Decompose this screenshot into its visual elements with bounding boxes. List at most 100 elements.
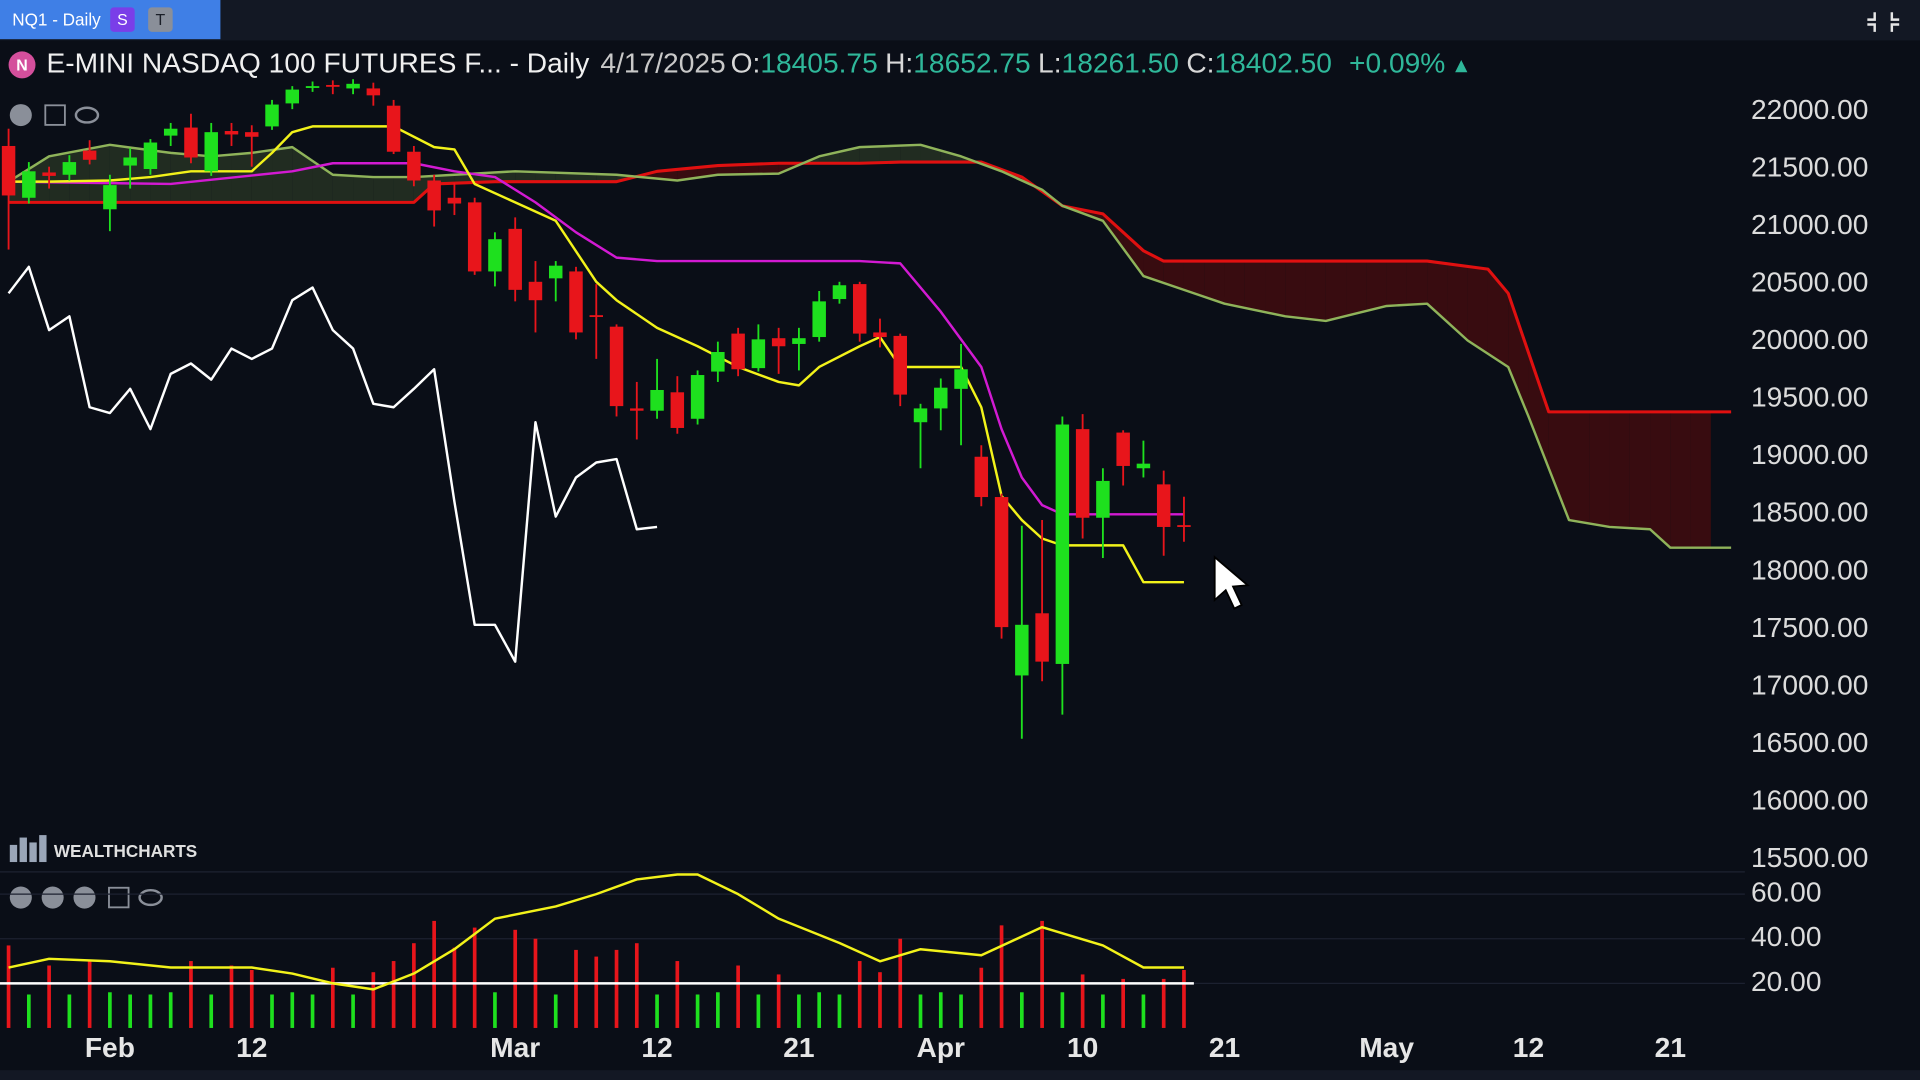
volume-bar [6,945,11,1028]
cloud-fill [879,145,901,163]
tool-icon[interactable] [9,886,32,909]
volume-bar [371,972,376,1028]
candle-body [1055,424,1070,664]
cloud-fill [819,151,840,164]
volume-bar [614,949,619,1028]
candle-body [204,132,218,172]
candle-body [812,301,826,338]
candle-body [771,338,786,347]
cloud-fill [758,163,779,174]
x-tick-label: Feb [85,1032,135,1063]
cloud-fill [1265,261,1286,317]
collapse-icon[interactable] [1867,12,1900,32]
cloud-fill [1123,232,1144,277]
candle-body [508,228,522,290]
tool-icon[interactable] [108,886,130,909]
header-text: L: [1038,47,1061,78]
cloud-fill [1406,261,1428,305]
cloud-fill [1690,411,1711,548]
mouse-cursor [1213,555,1251,610]
y-tick-label: 18500.00 [1751,497,1868,528]
y-tick-label: 20.00 [1751,966,1821,997]
cloud-fill [1609,411,1630,529]
cloud-fill [312,160,333,203]
candle-body [265,104,279,127]
symbol-tab-label: NQ1 - Daily [12,9,101,29]
volume-bar [229,965,234,1028]
cloud-fill [1366,261,1387,311]
cloud-fill [1589,411,1610,527]
candle-body [1116,432,1130,466]
candle-body [994,497,1009,628]
volume-bar [513,929,518,1028]
candle-body [974,456,989,498]
cloud-fill [251,150,273,203]
volume-bar [837,994,842,1028]
volume-bar [351,994,355,1028]
cloud-fill [900,144,921,163]
tool-icon[interactable] [9,104,32,127]
header-text: 18652.75 [913,47,1030,78]
volume-bar [675,961,680,1028]
tool-icon[interactable] [41,886,64,909]
header-text: 18261.50 [1062,47,1179,78]
toolbar [0,0,1920,41]
indicator-line [7,265,658,663]
volume-bar [1101,994,1105,1028]
volume-bar [209,994,214,1028]
x-tick-label: Mar [490,1032,540,1063]
cloud-fill [1346,261,1367,316]
volume-bar [148,994,153,1028]
volume-bar [310,994,315,1028]
candle-body [1075,429,1090,518]
candle-body [42,172,56,176]
volume-bar [412,943,416,1028]
badge[interactable] [148,7,173,32]
badge[interactable] [110,7,135,32]
change-arrow [1455,60,1468,73]
volume-bar [189,961,193,1028]
cloud-fill [1670,411,1691,548]
candle-body [346,83,360,89]
candle-body [103,185,117,210]
candle-body [954,369,968,389]
header-text: 18405.75 [760,47,877,78]
header-text: C: [1186,47,1214,78]
volume-bar [67,994,72,1028]
candle-body [184,127,198,158]
badge-label: T [156,12,166,29]
volume-bar [1161,978,1166,1028]
cloud-fill [515,171,536,182]
indicator-line [8,873,1184,991]
candle-body [447,197,462,204]
tool-icon[interactable] [73,886,96,909]
candle-body [386,105,401,152]
volume-bar [918,994,923,1028]
candle-body [163,128,178,136]
x-tick-label: 21 [1209,1032,1240,1063]
candle-body [792,338,806,344]
tool-icon[interactable] [44,104,66,126]
volume-bar [452,947,457,1028]
header-text: +0.09% [1349,47,1445,78]
volume-bar [756,994,761,1028]
candle-body [143,142,158,169]
cloud-fill [1569,411,1590,524]
watermark: WEALTHCHARTS [54,841,197,861]
volume-bar [797,994,801,1028]
tool-icon[interactable] [138,888,163,907]
volume-bar [1020,992,1024,1028]
tool-icon[interactable] [74,106,100,124]
bottom-bar [0,1070,1920,1080]
candle-body [1096,480,1110,518]
volume-bar [87,961,92,1028]
volume-bar [1060,992,1065,1028]
indicator-line [7,143,1732,549]
y-tick-label: 17500.00 [1751,612,1868,643]
candle-body [305,86,320,88]
y-tick-label: 19000.00 [1751,439,1868,470]
volume-bar [1080,974,1085,1028]
volume-bar [938,992,943,1028]
x-tick-label: 21 [1655,1032,1686,1063]
x-tick-label: 10 [1067,1032,1098,1063]
